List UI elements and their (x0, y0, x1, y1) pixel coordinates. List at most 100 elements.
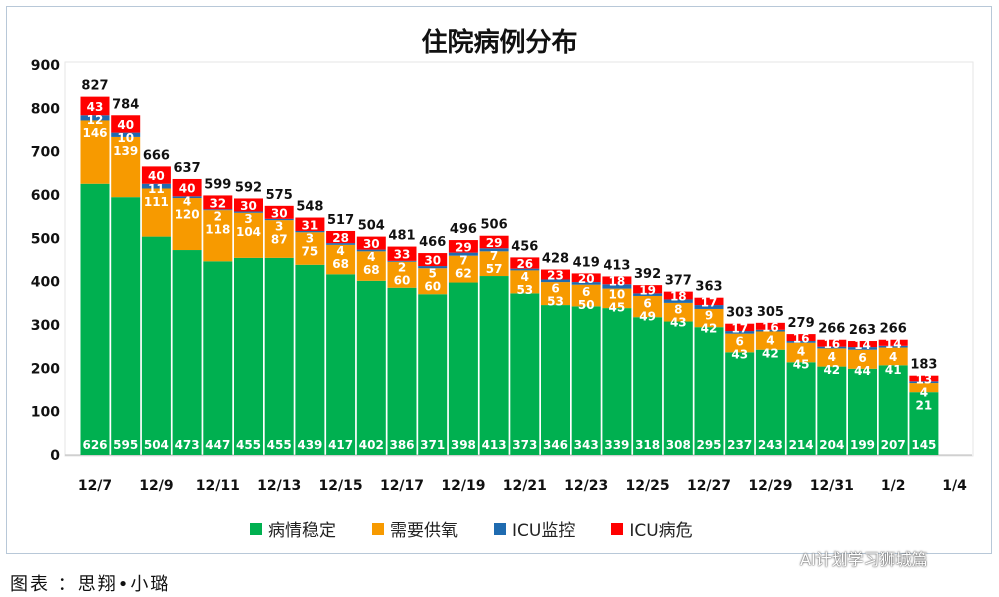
bar-segment (448, 255, 478, 283)
x-tick-label: 12/19 (441, 478, 485, 494)
bar-segment (909, 381, 939, 384)
bar-segment (755, 349, 785, 455)
total-label: 279 (788, 316, 815, 331)
data-label: 413 (482, 438, 507, 452)
y-tick-label: 500 (31, 231, 60, 247)
data-label: 42 (762, 346, 779, 360)
bar-segment (111, 136, 141, 198)
bar-segment (602, 308, 632, 455)
data-label: 60 (424, 280, 441, 294)
data-label: 50 (578, 298, 595, 312)
data-label: 75 (302, 244, 319, 258)
legend-swatch (611, 522, 624, 535)
data-label: 60 (394, 274, 411, 288)
x-tick-label: 12/23 (564, 478, 608, 494)
bar-segment (203, 261, 233, 455)
bar-segment (234, 257, 263, 455)
bar-segment (786, 334, 816, 342)
data-label: 57 (486, 262, 503, 276)
data-label: 207 (881, 438, 906, 452)
bar-segment (80, 183, 110, 455)
total-label: 506 (481, 218, 508, 233)
data-label: 26 (516, 257, 533, 271)
total-label: 548 (296, 200, 323, 215)
data-label: 14 (854, 338, 871, 352)
legend-item: 需要供氧 (372, 516, 458, 541)
legend-label: 病情稳定 (268, 521, 336, 541)
data-label: 439 (297, 438, 322, 452)
bar-segment (141, 183, 171, 189)
data-label: 42 (823, 363, 840, 377)
legend-label: ICU病危 (629, 521, 693, 541)
bar-segment (264, 257, 294, 455)
bar-segment (510, 257, 540, 269)
data-label: 4 (797, 345, 805, 359)
bar-segment (541, 269, 570, 280)
total-label: 504 (358, 219, 385, 234)
bar-segment (817, 366, 847, 455)
data-label: 5 (429, 267, 437, 281)
x-tick-label: 12/15 (319, 478, 363, 494)
data-label: 18 (670, 290, 687, 304)
bar-segment (418, 294, 448, 455)
bar-segment (571, 273, 601, 283)
data-label: 402 (359, 438, 384, 452)
bar-segment (479, 235, 509, 249)
data-label: 4 (920, 386, 928, 400)
bar-segment (387, 246, 417, 261)
bar-segment (663, 299, 693, 303)
data-label: 214 (789, 438, 814, 452)
data-label: 16 (823, 337, 840, 351)
data-label: 41 (885, 363, 902, 377)
bar-segment (141, 166, 171, 184)
y-tick-label: 200 (31, 361, 60, 377)
bar-segment (694, 297, 724, 306)
data-label: 40 (179, 182, 196, 196)
data-label: 6 (736, 334, 744, 348)
bar-segment (111, 197, 141, 455)
data-label: 40 (148, 169, 165, 183)
x-tick-label: 12/25 (626, 478, 670, 494)
bar-segment (479, 248, 509, 252)
bar-segment (356, 280, 386, 455)
bar-segment (234, 198, 263, 212)
data-label: 343 (574, 438, 599, 452)
bar-segment (295, 264, 325, 455)
bar-segment (172, 250, 202, 455)
data-label: 45 (793, 358, 810, 372)
bar-segment (848, 341, 877, 348)
x-tick-label: 1/2 (881, 478, 906, 494)
bar-segment (479, 276, 509, 455)
stacked-bar-chart: 0 100 200 300 400 500 600 700 800 900 12/7 12/9 12/1… (31, 58, 974, 494)
data-label: 40 (117, 118, 134, 132)
x-tick-label: 12/29 (748, 478, 792, 494)
bar-segment (694, 327, 724, 455)
bar-segment (817, 346, 847, 349)
total-label: 419 (573, 255, 600, 270)
bar-segment (878, 365, 908, 455)
x-tick-label: 12/7 (78, 478, 112, 494)
data-label: 44 (854, 364, 871, 378)
bar-segment (725, 333, 755, 353)
bar-segment (387, 260, 417, 262)
data-label: 104 (236, 225, 261, 239)
data-label: 87 (271, 232, 288, 246)
bar-segment (295, 232, 325, 265)
data-label: 7 (490, 249, 498, 263)
bar-segment (111, 115, 141, 133)
bar-segment (878, 345, 908, 348)
bar-segment (80, 115, 110, 121)
data-label: 53 (516, 283, 533, 297)
data-label: 28 (332, 231, 349, 245)
total-label: 481 (388, 229, 415, 244)
legend-item: ICU病危 (611, 516, 693, 541)
data-label: 29 (486, 236, 503, 250)
x-tick-label: 12/13 (257, 478, 301, 494)
data-label: 626 (82, 438, 107, 452)
total-label: 784 (112, 97, 139, 112)
bar-segment (848, 368, 877, 455)
data-label: 42 (701, 321, 718, 335)
data-label: 17 (731, 321, 748, 335)
data-label: 4 (766, 333, 774, 347)
data-label: 6 (643, 296, 651, 310)
